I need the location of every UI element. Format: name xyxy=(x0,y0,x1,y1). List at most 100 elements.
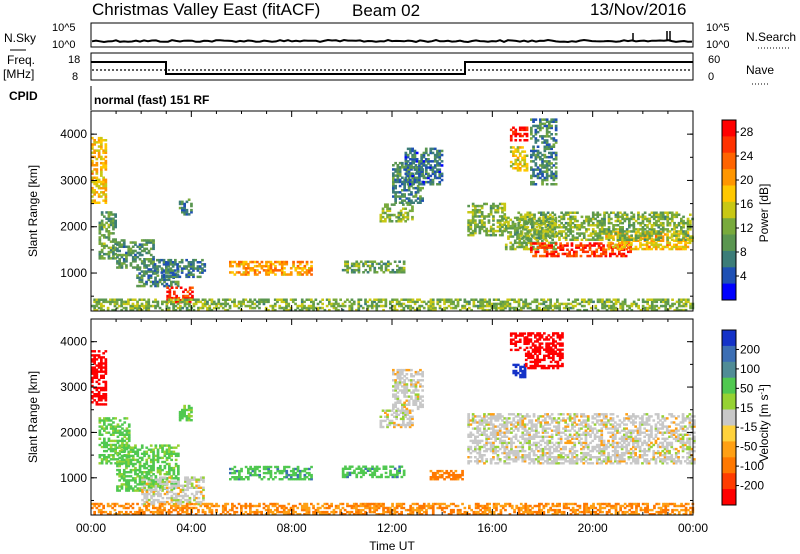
heatmap-cell xyxy=(97,354,101,357)
heatmap-cell xyxy=(412,186,415,190)
heatmap-cell xyxy=(129,471,133,474)
heatmap-cell xyxy=(280,469,284,473)
heatmap-cell xyxy=(124,300,128,304)
heatmap-cell xyxy=(355,260,359,263)
heatmap-cell xyxy=(166,492,169,496)
heatmap-cell xyxy=(605,237,608,240)
heatmap-cell xyxy=(418,306,421,310)
heatmap-cell xyxy=(427,160,430,163)
heatmap-cell xyxy=(269,262,273,266)
heatmap-cell xyxy=(571,304,575,308)
heatmap-cell xyxy=(104,168,108,171)
heatmap-cell xyxy=(129,251,133,255)
heatmap-cell xyxy=(258,469,261,473)
heatmap-cell xyxy=(524,300,528,304)
heatmap-cell xyxy=(269,465,273,469)
heatmap-cell xyxy=(357,471,361,475)
heatmap-cell xyxy=(412,201,415,204)
heatmap-cell xyxy=(551,226,554,229)
heatmap-cell xyxy=(140,464,144,468)
heatmap-cell xyxy=(125,489,128,492)
heatmap-cell xyxy=(456,302,460,306)
heatmap-cell xyxy=(542,219,545,223)
heatmap-cell xyxy=(650,215,654,219)
heatmap-cell xyxy=(612,245,615,249)
heatmap-cell xyxy=(564,221,568,225)
heatmap-cell xyxy=(393,304,397,308)
heatmap-cell xyxy=(588,254,592,258)
heatmap-cell xyxy=(549,221,552,225)
heatmap-cell xyxy=(136,255,140,259)
heatmap-cell xyxy=(185,419,189,422)
heatmap-cell xyxy=(348,304,352,308)
heatmap-cell xyxy=(174,308,178,312)
heatmap-cell xyxy=(652,215,656,219)
heatmap-cell xyxy=(657,298,661,301)
heatmap-cell xyxy=(603,211,606,214)
heatmap-cell xyxy=(670,211,674,214)
heatmap-cell xyxy=(357,268,361,272)
heatmap-cell xyxy=(124,302,128,306)
heatmap-cell xyxy=(543,170,547,173)
heatmap-cell xyxy=(143,484,147,487)
heatmap-cell xyxy=(163,284,166,288)
heatmap-cell xyxy=(127,489,131,492)
heatmap-cell xyxy=(657,232,661,235)
heatmap-cell xyxy=(138,298,142,301)
heatmap-cell xyxy=(569,224,572,227)
heatmap-cell xyxy=(483,298,487,301)
heatmap-cell xyxy=(641,234,645,237)
heatmap-cell xyxy=(600,226,604,229)
heatmap-cell xyxy=(492,202,495,206)
heatmap-cell xyxy=(105,217,108,220)
heatmap-cell xyxy=(138,471,142,474)
heatmap-cell xyxy=(109,445,113,449)
heatmap-cell xyxy=(114,219,117,223)
heatmap-cell xyxy=(576,302,580,306)
heatmap-cell xyxy=(413,302,417,306)
heatmap-cell xyxy=(140,456,144,460)
heatmap-cell xyxy=(100,166,103,169)
heatmap-cell xyxy=(543,164,547,167)
heatmap-cell xyxy=(157,478,160,481)
heatmap-cell xyxy=(617,298,620,301)
heatmap-cell xyxy=(145,496,149,500)
heatmap-cell xyxy=(509,241,513,245)
heatmap-cell xyxy=(283,271,286,274)
heatmap-cell xyxy=(169,258,173,262)
heatmap-cell xyxy=(114,425,117,428)
heatmap-cell xyxy=(431,304,435,308)
freq-unit-label: [MHz] xyxy=(3,67,34,81)
heatmap-cell xyxy=(646,238,649,241)
heatmap-cell xyxy=(112,417,115,420)
heatmap-cell xyxy=(545,118,549,121)
heatmap-cell xyxy=(149,468,153,472)
heatmap-cell xyxy=(619,228,622,231)
heatmap-cell xyxy=(391,308,394,312)
heatmap-cell xyxy=(469,221,473,224)
heatmap-cell xyxy=(267,308,270,312)
heatmap-cell xyxy=(535,221,539,225)
heatmap-cell xyxy=(188,503,192,506)
heatmap-cell xyxy=(278,478,282,481)
heatmap-cell xyxy=(630,302,634,306)
heatmap-cell xyxy=(114,449,117,453)
heatmap-cell xyxy=(274,465,277,469)
heatmap-cell xyxy=(552,176,556,180)
heatmap-cell xyxy=(127,431,131,434)
heatmap-cell xyxy=(125,444,128,447)
heatmap-cell xyxy=(424,176,428,180)
heatmap-cell xyxy=(622,248,626,251)
heatmap-cell xyxy=(191,286,194,289)
heatmap-cell xyxy=(438,162,442,165)
heatmap-cell xyxy=(152,245,155,248)
heatmap-cell xyxy=(98,454,102,457)
heatmap-cell xyxy=(411,153,414,157)
heatmap-cell xyxy=(285,260,289,264)
heatmap-cell xyxy=(438,180,442,184)
heatmap-cell xyxy=(573,226,577,229)
heatmap-cell xyxy=(509,134,513,138)
heatmap-cell xyxy=(542,215,545,219)
heatmap-cell xyxy=(526,221,530,225)
heatmap-cell xyxy=(513,306,516,310)
